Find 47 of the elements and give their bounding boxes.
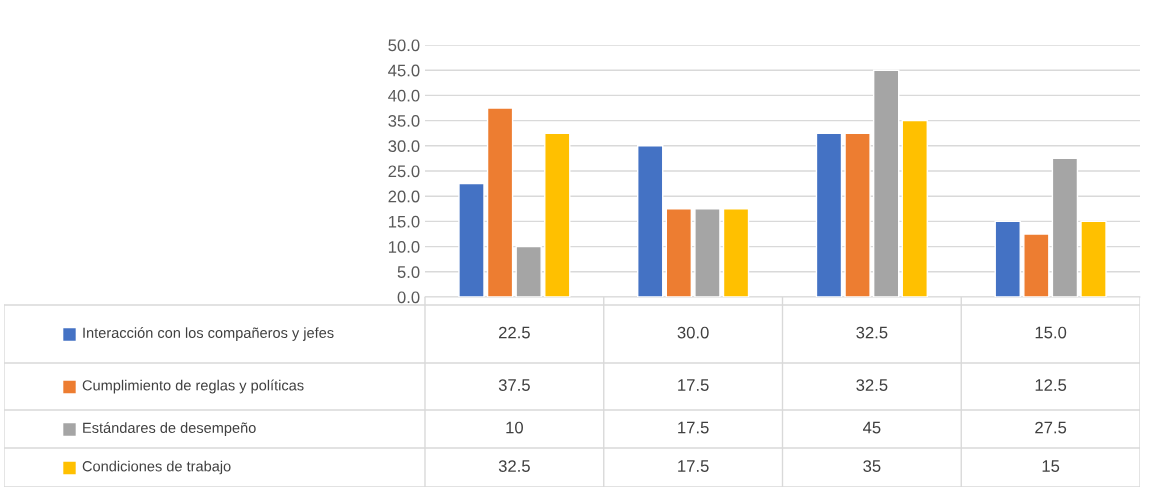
y-tick-label: 15.0 bbox=[388, 215, 420, 228]
bar bbox=[694, 208, 721, 297]
data-label: 15.0 bbox=[1035, 326, 1067, 339]
y-tick-label: 0.0 bbox=[397, 291, 420, 304]
bar bbox=[1051, 157, 1079, 297]
bar bbox=[994, 220, 1021, 297]
data-label: 30.0 bbox=[677, 326, 709, 339]
data-label: 32.5 bbox=[856, 379, 888, 391]
bar bbox=[844, 132, 871, 297]
data-label: 37.5 bbox=[498, 379, 530, 391]
bar bbox=[872, 69, 900, 297]
data-label: 10 bbox=[506, 421, 523, 434]
y-tick-label: 45.0 bbox=[388, 64, 420, 77]
bar bbox=[1023, 233, 1050, 297]
bar bbox=[458, 182, 485, 297]
bar bbox=[815, 132, 843, 297]
data-label: 17.5 bbox=[678, 379, 709, 391]
y-tick-label: 50.0 bbox=[388, 39, 420, 52]
data-label: 45 bbox=[862, 421, 881, 434]
y-tick-label: 5.0 bbox=[397, 266, 420, 278]
bar bbox=[722, 208, 750, 297]
data-label: 17.5 bbox=[678, 460, 709, 472]
data-label: 22.5 bbox=[499, 326, 530, 339]
y-tick-label: 35.0 bbox=[388, 115, 420, 127]
data-label: 12.5 bbox=[1035, 379, 1067, 391]
legend-label: Cumplimiento de reglas y políticas bbox=[82, 379, 304, 394]
data-label: 32.5 bbox=[498, 460, 530, 472]
data-label: 35 bbox=[863, 460, 881, 472]
bar bbox=[665, 208, 693, 297]
data-label: 32.5 bbox=[856, 326, 888, 339]
bar bbox=[515, 245, 542, 297]
data-label: 17.5 bbox=[678, 421, 709, 434]
data-label: 27.5 bbox=[1035, 421, 1067, 434]
bar bbox=[637, 145, 664, 297]
legend-label: Interacción con los compañeros y jefes bbox=[83, 327, 334, 341]
data-label: 15 bbox=[1042, 460, 1060, 472]
y-tick-label: 40.0 bbox=[388, 89, 420, 102]
legend-label: Estándares de desempeño bbox=[83, 422, 256, 436]
bar bbox=[486, 107, 514, 297]
y-tick-label: 20.0 bbox=[388, 190, 420, 203]
y-tick-label: 30.0 bbox=[388, 140, 420, 152]
bar bbox=[1080, 220, 1107, 297]
bar bbox=[544, 132, 571, 297]
y-tick-label: 25.0 bbox=[388, 165, 420, 178]
bar bbox=[901, 119, 928, 297]
legend-label: Condiciones de trabajo bbox=[82, 460, 231, 475]
y-tick-label: 10.0 bbox=[388, 241, 420, 253]
